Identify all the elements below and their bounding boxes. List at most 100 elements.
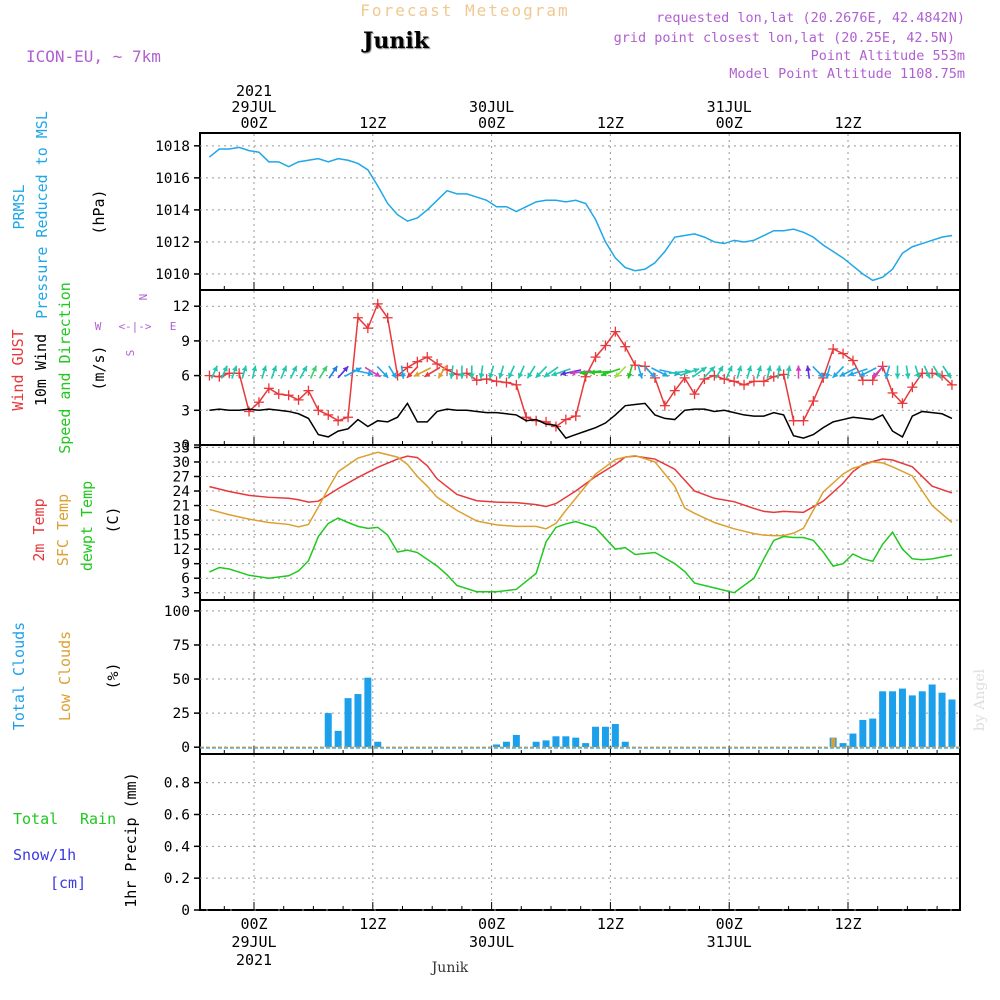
- total_clouds-bar: [334, 730, 342, 748]
- total_clouds-bar: [859, 719, 867, 748]
- wind-direction-arrow: [914, 365, 921, 379]
- gust-marker: [907, 382, 918, 393]
- gust-marker: [739, 379, 750, 390]
- wind-direction-arrow: [859, 367, 877, 378]
- gust-marker: [857, 375, 868, 386]
- gust-marker: [719, 374, 730, 385]
- gust-marker: [887, 387, 898, 398]
- wind-direction-arrow: [825, 365, 831, 379]
- wind-label-dir: Speed and Direction: [56, 282, 74, 454]
- wind-direction-arrow: [231, 365, 238, 379]
- gust-marker: [689, 389, 700, 400]
- wind-direction-arrow: [884, 365, 891, 379]
- compass-s: S: [124, 350, 137, 357]
- wind-panel: 0 3 6 9 12: [173, 289, 961, 454]
- gust-marker: [946, 379, 957, 390]
- compass-e: E: [170, 320, 177, 333]
- wind-direction-arrow: [488, 365, 495, 379]
- gust-marker: [343, 412, 354, 423]
- top-time-label: 12Z: [359, 114, 386, 132]
- pressure-unit: (hPa): [90, 189, 108, 234]
- top-time-label: 29JUL: [231, 98, 276, 116]
- wind-direction-arrow: [261, 365, 268, 379]
- wind-direction-arrow: [459, 365, 465, 379]
- prmsl-line: [208, 146, 953, 282]
- wind-direction-arrow: [766, 365, 772, 379]
- bottom-time-label: 00Z: [478, 915, 505, 933]
- pressure-label-prmsl: PRMSL: [10, 184, 28, 229]
- total_clouds-bar: [374, 741, 382, 748]
- y-tick-label: 100: [164, 604, 190, 620]
- gust-marker: [293, 394, 304, 405]
- gust-marker: [491, 376, 502, 387]
- gust-marker: [778, 369, 789, 380]
- wind-side-labels: Wind GUST 10m Wind Speed and Direction (…: [9, 282, 176, 454]
- total_clouds-bar: [512, 734, 520, 748]
- wind-direction-arrow: [942, 365, 952, 379]
- wind-direction-arrow: [600, 368, 621, 377]
- wind-direction-arrow: [871, 365, 884, 379]
- total_clouds-bar: [611, 724, 619, 748]
- wind-direction-arrow: [691, 366, 708, 378]
- compass-w: W: [95, 320, 102, 333]
- wind-direction-arrow: [756, 365, 763, 379]
- y-tick-label: 3: [181, 403, 190, 419]
- total_clouds-bar: [562, 736, 570, 748]
- wind-direction-arrow: [376, 365, 389, 379]
- gust-marker: [699, 374, 710, 385]
- wind-direction-arrow: [364, 366, 381, 378]
- wind-direction-arrow: [569, 369, 592, 376]
- clouds-unit: (%): [104, 662, 122, 689]
- gust-marker: [372, 298, 383, 309]
- gust-marker: [630, 360, 641, 371]
- gust-marker: [362, 323, 373, 334]
- gust-marker: [758, 376, 769, 387]
- wind-direction-arrow: [776, 365, 782, 379]
- gust-marker: [560, 414, 571, 425]
- gust-marker: [600, 340, 611, 351]
- y-tick-label: 30: [173, 455, 190, 471]
- gust-marker: [313, 405, 324, 416]
- precip-label-total: Total: [13, 810, 58, 828]
- sfctemp-line: [209, 451, 953, 537]
- wind-direction-arrow: [637, 365, 644, 379]
- total_clouds-bar: [948, 699, 956, 748]
- y-tick-label: 0.8: [164, 776, 190, 792]
- wind-direction-arrow: [643, 365, 657, 379]
- y-tick-label: 1014: [155, 203, 190, 219]
- wind-direction-arrow: [448, 365, 455, 379]
- top-time-label: 00Z: [716, 114, 743, 132]
- y-tick-label: 3: [181, 586, 190, 602]
- total_clouds-bar: [354, 694, 362, 748]
- precip-unit: 1hr Precip (mm): [122, 772, 140, 907]
- total_clouds-bar: [839, 743, 847, 748]
- wind-direction-arrow: [388, 365, 398, 379]
- gust-marker: [788, 415, 799, 426]
- wind-direction-arrow: [210, 365, 218, 379]
- wind-direction-arrow: [560, 369, 582, 377]
- wind-direction-arrow: [352, 369, 374, 377]
- gust-marker: [382, 312, 393, 323]
- gust-marker: [303, 385, 314, 396]
- bottom-time-label: 00Z: [240, 915, 267, 933]
- y-tick-label: 1010: [155, 267, 190, 283]
- total_clouds-bar: [928, 684, 936, 748]
- gust-marker: [828, 343, 839, 354]
- precip-panel: 0 0.2 0.4 0.6 0.8: [164, 753, 961, 919]
- gust-marker: [412, 356, 423, 367]
- wind-direction-arrow: [498, 365, 505, 379]
- wind-direction-arrow: [614, 365, 627, 379]
- total_clouds-bar: [908, 695, 916, 748]
- credit-label: by Angel: [972, 668, 988, 731]
- wind-direction-arrow: [785, 365, 792, 379]
- temp-label-sfc: SFC Temp: [54, 494, 72, 566]
- location-title: Junik: [361, 28, 430, 54]
- y-tick-label: 12: [173, 299, 190, 315]
- total_clouds-bar: [898, 688, 906, 748]
- compass-n: N: [136, 294, 149, 301]
- temp-unit: (C): [104, 506, 122, 533]
- total_clouds-bar: [918, 691, 926, 748]
- y-tick-label: 1012: [155, 235, 190, 251]
- panel-frame: [199, 599, 961, 755]
